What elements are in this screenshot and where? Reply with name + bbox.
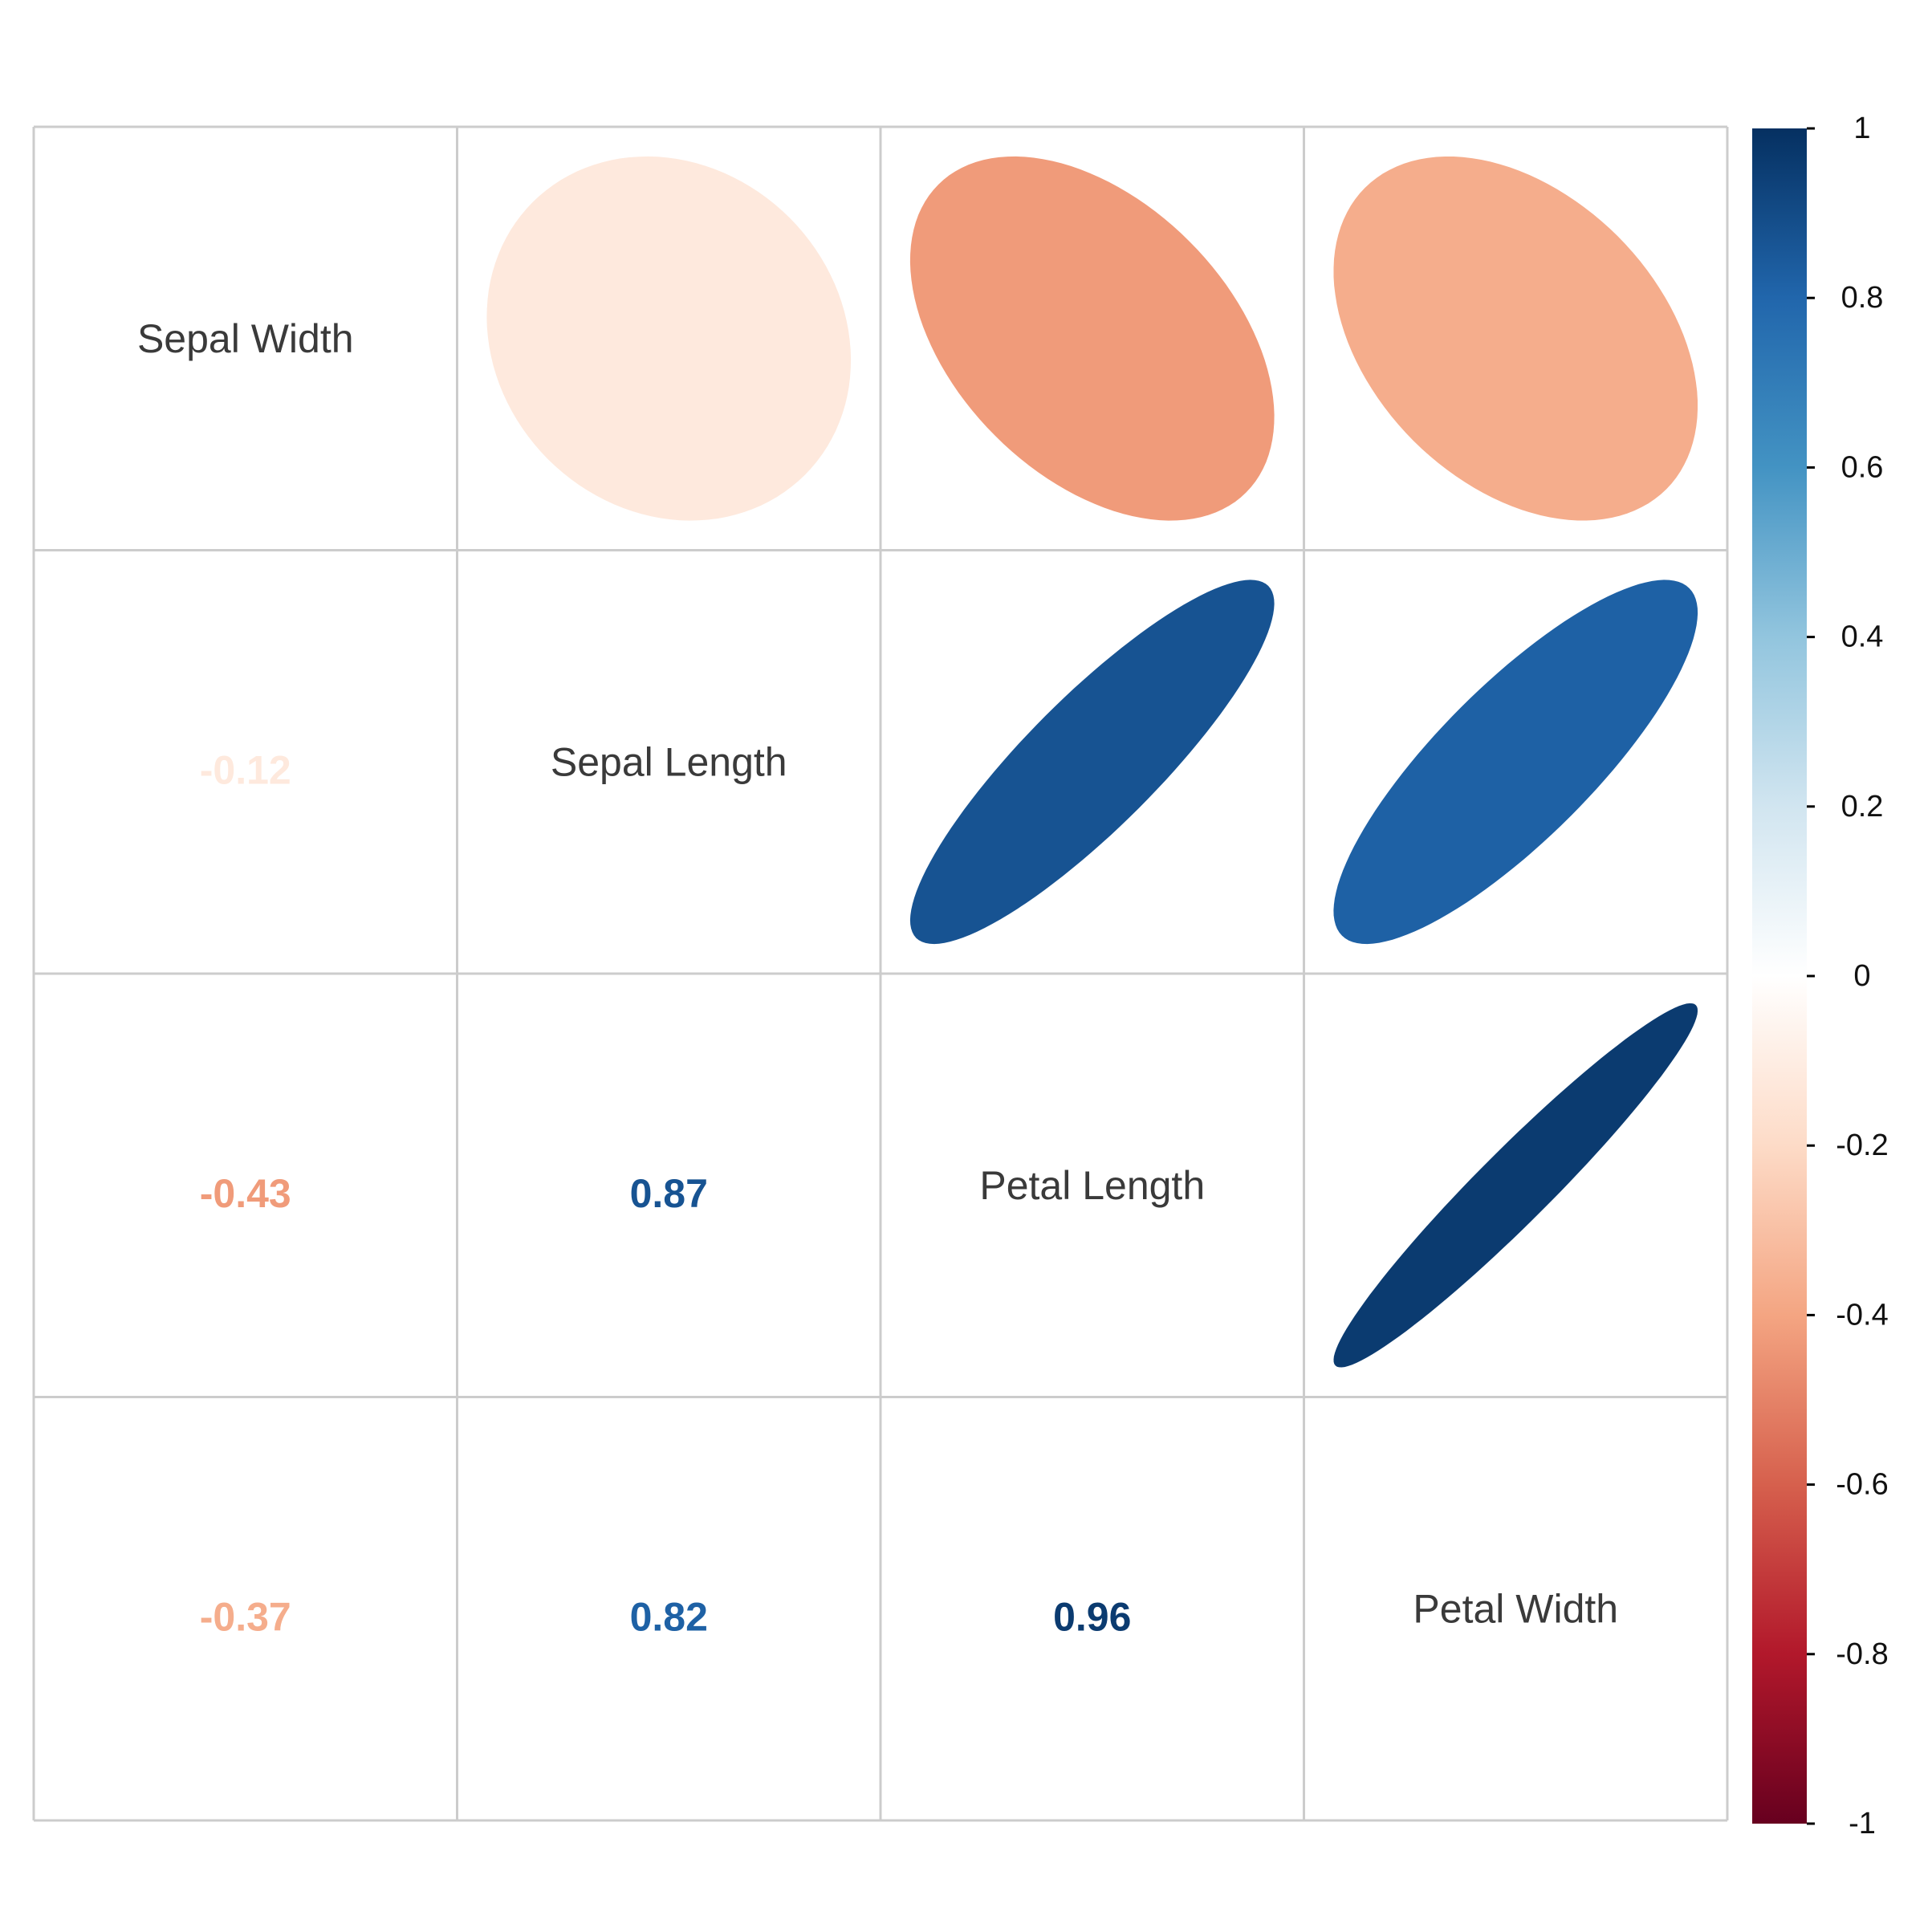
colorbar-tick-label: 1 <box>1853 112 1870 145</box>
colorbar-tick-label: -0.4 <box>1836 1298 1888 1332</box>
colorbar-tick-label: -0.2 <box>1836 1129 1888 1162</box>
colorbar-gradient <box>1752 128 1807 1824</box>
ellipse-sepal-length-petal-width <box>1333 580 1698 945</box>
colorbar-tick-label: 0.2 <box>1841 790 1884 824</box>
colorbar-tick-label: 0.4 <box>1841 620 1884 654</box>
colorbar-legend: 1 0.8 0.6 0.4 0.2 0 -0.2 -0.4 -0.6 -0.8 -1 <box>1752 112 1889 1840</box>
variable-label-sepal-length: Sepal Length <box>551 739 787 784</box>
variable-label-petal-width: Petal Width <box>1413 1586 1618 1631</box>
correlation-matrix: Sepal Width -0.12 Sepal Length -0.43 0.87 Pet… <box>137 156 1698 1639</box>
colorbar-tick-label: -0.6 <box>1836 1468 1888 1502</box>
colorbar-tick-label: -0.8 <box>1836 1637 1888 1671</box>
ellipse-sepal-length-petal-length <box>909 580 1275 945</box>
coefficient-sepal-length-sepal-width: -0.12 <box>200 747 291 792</box>
colorbar-tick-label: 0.8 <box>1841 281 1884 315</box>
colorbar-tick-label: 0.6 <box>1841 450 1884 484</box>
colorbar-ticks: 1 0.8 0.6 0.4 0.2 0 -0.2 -0.4 -0.6 -0.8 -1 <box>1807 112 1889 1840</box>
grid <box>32 125 1729 1822</box>
coefficient-petal-width-sepal-width: -0.37 <box>200 1594 291 1639</box>
coefficient-petal-length-sepal-length: 0.87 <box>630 1171 708 1216</box>
coefficient-petal-length-sepal-width: -0.43 <box>200 1171 291 1216</box>
coefficient-petal-width-petal-length: 0.96 <box>1053 1594 1131 1639</box>
ellipse-sepal-width-petal-width <box>1333 157 1698 521</box>
colorbar-tick-label: -1 <box>1849 1807 1876 1840</box>
variable-label-petal-length: Petal Length <box>979 1163 1205 1208</box>
ellipse-petal-length-petal-width <box>1333 1003 1698 1368</box>
ellipse-sepal-width-petal-length <box>909 156 1275 521</box>
variable-label-sepal-width: Sepal Width <box>137 316 354 361</box>
coefficient-petal-width-sepal-length: 0.82 <box>630 1594 708 1639</box>
ellipse-sepal-width-sepal-length <box>486 156 852 521</box>
colorbar-tick-label: 0 <box>1853 959 1870 993</box>
